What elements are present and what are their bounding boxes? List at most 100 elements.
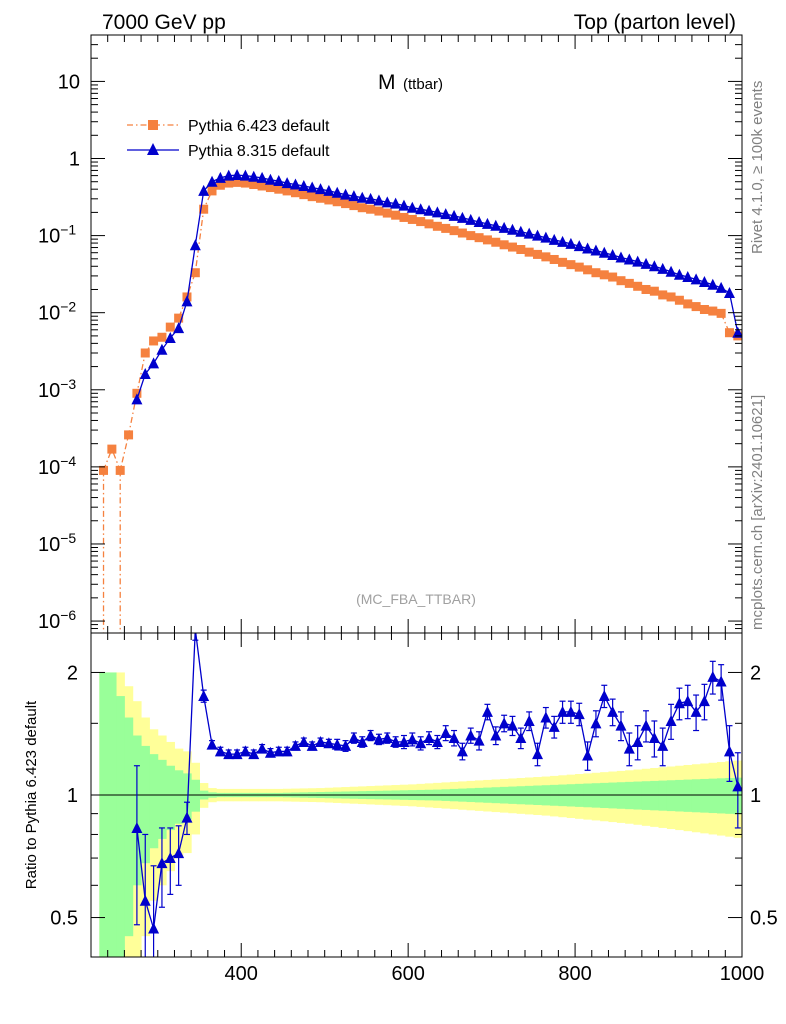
ratio-data-point (331, 738, 343, 750)
ratio-data-point (373, 733, 385, 745)
data-point-pythia8 (206, 175, 218, 187)
ratio-data-point (532, 748, 544, 760)
data-point-pythia8 (406, 201, 418, 213)
data-point-pythia8 (214, 171, 226, 183)
ratio-data-point (256, 742, 268, 754)
data-point-pythia8 (582, 242, 594, 254)
data-point-pythia8 (548, 233, 560, 245)
data-point-pythia6 (115, 465, 125, 475)
ratio-y-tick-label: 0.5 (50, 908, 78, 930)
data-point-pythia6 (691, 302, 701, 312)
uncertainty-band-inner (725, 777, 735, 814)
ratio-data-point (632, 735, 644, 747)
data-point-pythia6 (616, 276, 626, 286)
data-point-pythia6 (633, 281, 643, 291)
data-point-pythia8 (632, 255, 644, 267)
ratio-data-point (481, 705, 493, 717)
ratio-data-point (289, 739, 301, 751)
data-point-pythia6 (432, 221, 442, 231)
uncertainty-band-inner (625, 781, 634, 810)
data-point-pythia6 (290, 188, 300, 198)
ratio-data-point (473, 734, 485, 746)
data-point-pythia6 (591, 268, 601, 278)
ratio-data-point (548, 720, 560, 732)
data-point-pythia8 (331, 186, 343, 198)
data-point-pythia8 (456, 211, 468, 223)
data-point-pythia8 (448, 209, 460, 221)
ratio-data-point (431, 735, 443, 747)
data-point-pythia6 (391, 210, 401, 220)
ratio-data-point (148, 922, 160, 934)
ratio-data-point (657, 739, 669, 751)
uncertainty-band-inner (641, 781, 651, 810)
data-point-pythia8 (490, 219, 502, 231)
data-point-pythia8 (665, 265, 677, 277)
data-point-pythia8 (256, 171, 268, 183)
ratio-data-point (456, 745, 468, 757)
data-point-pythia6 (599, 270, 609, 280)
data-point-pythia8 (264, 173, 276, 185)
data-point-pythia8 (648, 260, 660, 272)
data-point-pythia6 (533, 249, 543, 259)
ratio-data-point (598, 690, 610, 702)
data-point-pythia8 (573, 240, 585, 252)
ratio-data-point (673, 697, 685, 709)
data-point-pythia6 (99, 465, 109, 475)
data-point-pythia8 (415, 203, 427, 215)
main-y-tick-label: 10−1 (38, 222, 76, 248)
data-point-pythia6 (157, 332, 167, 342)
data-point-pythia8 (139, 368, 151, 380)
ratio-data-point (607, 705, 619, 717)
data-point-pythia6 (699, 304, 709, 314)
data-point-pythia8 (732, 326, 742, 338)
data-point-pythia6 (624, 278, 634, 288)
data-point-pythia8 (231, 169, 243, 181)
data-point-pythia6 (199, 204, 209, 214)
ratio-data-point (173, 847, 185, 859)
ratio-data-point (698, 695, 710, 707)
uncertainty-band-inner (191, 779, 200, 812)
header-process-label: Top (parton level) (574, 11, 736, 34)
ratio-data-point (715, 675, 727, 687)
uncertainty-band-inner (99, 672, 109, 957)
data-point-pythia6 (240, 178, 250, 188)
ratio-data-point (348, 732, 360, 744)
data-point-pythia8 (515, 225, 527, 237)
x-tick-label: 1000 (720, 963, 765, 985)
rivet-version-label: Rivet 4.1.0, ≥ 100k events (749, 81, 766, 254)
data-point-pythia6 (441, 223, 451, 233)
data-point-pythia8 (707, 278, 719, 290)
ratio-y-axis-label: Ratio to Pythia 6.423 default (23, 700, 40, 889)
data-point-pythia8 (340, 188, 352, 200)
uncertainty-band-inner (124, 717, 134, 937)
data-point-pythia6 (190, 268, 200, 278)
data-point-pythia6 (316, 193, 326, 203)
data-point-pythia6 (124, 430, 134, 440)
ratio-data-point (723, 745, 735, 757)
ratio-data-point (365, 729, 377, 741)
data-point-pythia8 (156, 343, 168, 355)
data-point-pythia6 (349, 201, 359, 211)
uncertainty-band-inner (141, 745, 150, 864)
data-point-pythia8 (289, 178, 301, 190)
ratio-data-point (423, 732, 435, 744)
data-point-pythia6 (466, 231, 476, 241)
data-point-pythia6 (265, 183, 275, 193)
data-point-pythia8 (148, 357, 160, 369)
data-point-pythia6 (641, 284, 651, 294)
data-point-pythia6 (583, 265, 593, 275)
data-point-pythia8 (615, 251, 627, 263)
ratio-data-point (273, 745, 285, 757)
uncertainty-band-inner (182, 773, 192, 820)
data-point-pythia6 (357, 203, 367, 213)
data-point-pythia6 (332, 197, 342, 207)
ratio-data-point (248, 748, 260, 760)
data-point-pythia6 (257, 181, 267, 191)
data-point-pythia8 (315, 183, 327, 195)
data-point-pythia6 (140, 348, 150, 358)
data-point-pythia6 (666, 292, 676, 302)
data-point-pythia8 (690, 273, 702, 285)
ratio-data-point (131, 821, 143, 833)
data-point-pythia8 (657, 262, 669, 274)
uncertainty-band-inner (666, 780, 676, 812)
